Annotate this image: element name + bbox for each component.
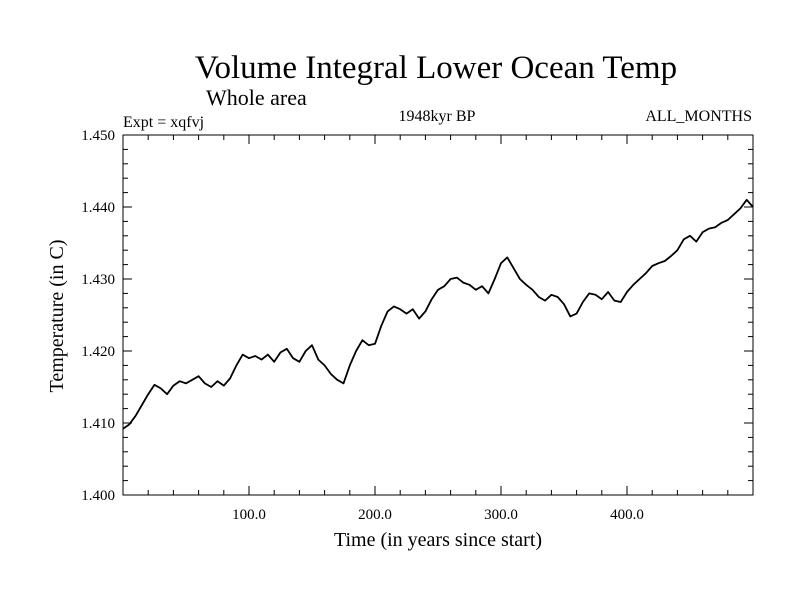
- x-tick-label: 400.0: [610, 507, 644, 523]
- y-axis-label: Temperature (in C): [46, 240, 68, 393]
- temperature-series-line: [122, 198, 754, 430]
- y-tick-label: 1.440: [81, 200, 115, 216]
- chart-title: Volume Integral Lower Ocean Temp: [195, 50, 677, 86]
- y-tick-label: 1.400: [81, 488, 115, 504]
- y-tick-label: 1.430: [81, 272, 115, 288]
- y-tick-label: 1.410: [81, 416, 115, 432]
- annotation-months: ALL_MONTHS: [645, 108, 752, 125]
- y-tick-label: 1.450: [81, 128, 115, 144]
- plot-frame: [122, 134, 754, 496]
- chart-subtitle: Whole area: [206, 85, 307, 110]
- x-tick-label: 100.0: [232, 507, 266, 523]
- x-tick-label: 300.0: [484, 507, 518, 523]
- axes: 100.0 200.0 300.0 400.0 1.400 1.410 1.420 1.430…: [81, 128, 754, 523]
- annotation-period: 1948kyr BP: [399, 108, 476, 125]
- x-axis-label: Time (in years since start): [334, 529, 542, 551]
- x-tick-label: 200.0: [358, 507, 392, 523]
- annotation-experiment: Expt = xqfvj: [123, 114, 204, 131]
- y-tick-label: 1.420: [81, 344, 115, 360]
